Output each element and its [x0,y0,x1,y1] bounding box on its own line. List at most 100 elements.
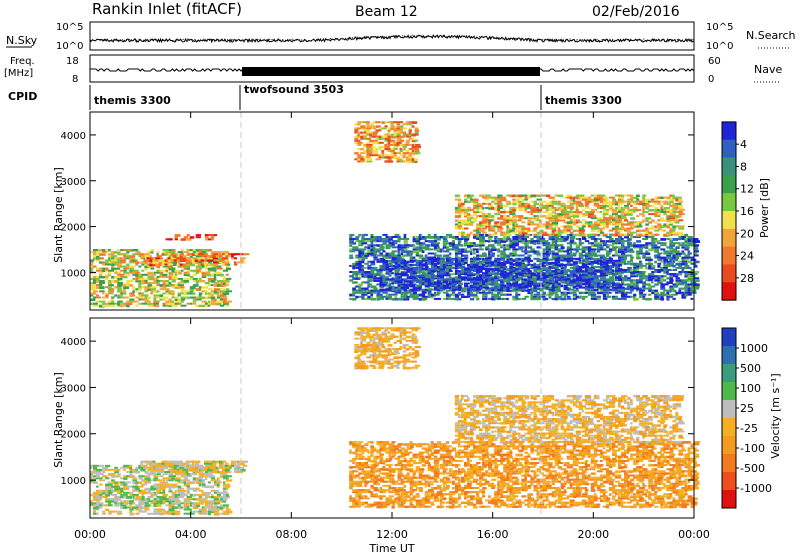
nsky-tick-bottom-left: 10^0 [56,41,83,52]
echo-cell [488,213,491,216]
echo-cell [391,242,395,245]
echo-cell [660,291,665,295]
echo-cell [99,290,105,293]
echo-cell [225,273,229,276]
echo-cell [156,282,160,284]
echo-cell [621,225,624,228]
echo-cell [406,270,413,273]
echo-cell [461,233,467,236]
echo-cell [424,261,428,264]
echo-cell [171,263,177,267]
echo-cell [482,280,488,283]
echo-cell [114,251,121,254]
echo-cell [596,219,601,222]
echo-cell [657,225,662,228]
echo-cell [349,256,354,260]
echo-cell [605,286,610,289]
echo-cell [418,244,424,247]
echo-cell [669,240,674,243]
echo-cell [669,217,676,220]
echo-cell [150,304,156,307]
echo-cell [645,283,651,286]
echo-cell [473,248,479,251]
echo-cell [593,280,600,283]
echo-cell [132,300,139,303]
echo-cell [569,213,576,216]
echo-cell [515,274,518,277]
echo-cell [464,244,470,247]
echo-cell [372,150,378,152]
echo-cell [379,266,386,269]
echo-cell [630,211,634,214]
echo-cell [132,269,139,272]
echo-cell [599,240,606,243]
echo-cell [479,206,483,210]
echo-cell [491,261,494,264]
echo-cell [590,280,594,283]
echo-cell [180,282,187,284]
echo-cell [621,271,626,273]
echo-cell [654,269,659,272]
echo-cell [669,258,675,262]
echo-cell [645,236,650,238]
echo-cell [645,198,651,202]
echo-cell [563,293,568,296]
echo-cell [554,202,559,205]
echo-cell [117,473,121,476]
echo-cell [506,282,512,285]
echo-cell [189,302,193,305]
echo-cell [451,297,457,300]
echo-cell [170,255,174,258]
echo-cell [657,252,663,255]
echo-cell [147,288,153,291]
echo-cell [633,266,638,269]
echo-cell [152,261,158,265]
echo-cell [421,276,426,279]
echo-cell [500,238,503,240]
echo-cell [521,282,526,285]
echo-cell [105,491,109,495]
echo-cell [390,127,395,130]
echo-cell [497,286,501,289]
echo-cell [135,290,139,293]
echo-cell [548,238,555,241]
echo-cell [612,297,615,300]
echo-cell [421,272,426,275]
echo-cell [412,280,416,283]
echo-cell [660,196,665,200]
echo-cell [222,302,230,306]
echo-cell [491,278,496,281]
echo-cell [427,284,432,287]
echo-cell [569,215,573,218]
echo-cell [105,296,109,299]
echo-cell [488,238,492,241]
echo-cell [204,282,210,285]
echo-cell [596,196,602,199]
echo-cell [150,273,156,276]
echo-cell [123,255,128,258]
echo-cell [415,284,419,288]
echo-cell [612,261,617,264]
echo-cell [349,254,353,257]
echo-cell [678,204,683,207]
echo-cell [572,268,576,271]
echo-cell [566,200,573,203]
echo-cell [624,213,628,216]
echo-cell [581,258,585,261]
echo-cell [485,259,492,262]
echo-cell [448,297,455,300]
echo-cell [117,286,122,289]
echo-cell [141,263,148,266]
echo-cell [672,202,678,205]
echo-cell [382,238,389,241]
echo-cell [212,263,219,267]
echo-cell [506,194,512,197]
echo-cell [369,154,373,157]
echo-cell [651,273,655,276]
echo-cell [457,256,463,259]
echo-cell [201,300,207,303]
echo-cell [218,259,225,262]
echo-cell [177,261,181,265]
echo-cell [599,246,604,249]
echo-cell [406,246,410,249]
